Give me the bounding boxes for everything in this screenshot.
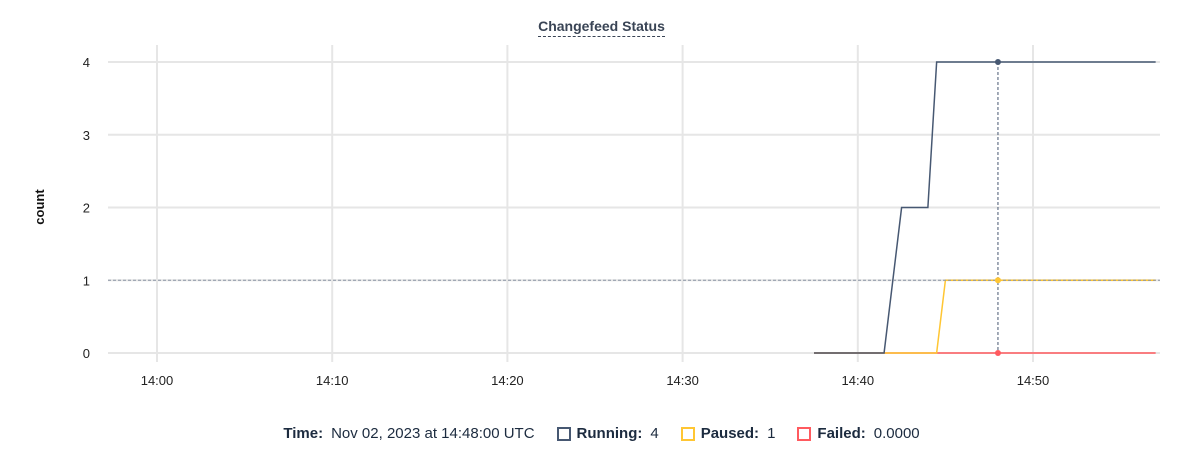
x-tick-label: 14:10	[316, 373, 349, 388]
paused-swatch-icon	[680, 426, 695, 441]
running-swatch-icon	[556, 426, 571, 441]
chart-plot[interactable]: 0 1 2 3 4 14:00 14:10 14:20 14:30 14:40 14:50 coun…	[0, 0, 1203, 420]
hover-point-running	[994, 59, 1001, 65]
legend-label: Paused:	[700, 425, 760, 442]
legend-value: 0.0000	[873, 425, 920, 442]
chart-title: Changefeed Status	[0, 18, 1203, 37]
legend-item-running[interactable]: Running: 4	[556, 425, 659, 442]
x-tick-label: 14:50	[1017, 373, 1050, 388]
x-tick-label: 14:30	[666, 373, 699, 388]
legend-value: 4	[650, 425, 659, 442]
chart-title-text: Changefeed Status	[538, 18, 665, 37]
y-axis-label: count	[32, 189, 47, 225]
series-line-running	[814, 61, 1156, 354]
hover-point-failed	[994, 350, 1001, 356]
y-tick-label: 3	[83, 128, 90, 143]
y-tick-label: 0	[83, 346, 90, 361]
y-tick-label: 1	[83, 273, 90, 288]
x-tick-label: 14:00	[141, 373, 174, 388]
y-tick-label: 4	[83, 55, 90, 70]
failed-swatch-icon	[797, 426, 812, 441]
y-tick-label: 2	[83, 201, 90, 216]
legend-item-failed[interactable]: Failed: 0.0000	[797, 425, 920, 442]
legend-label: Failed:	[817, 425, 866, 442]
series-line-paused	[814, 279, 1156, 354]
x-tick-label: 14:20	[491, 373, 524, 388]
legend-item-paused[interactable]: Paused: 1	[680, 425, 776, 442]
legend: Time: Nov 02, 2023 at 14:48:00 UTC Runni…	[0, 425, 1203, 442]
x-tick-label: 14:40	[842, 373, 875, 388]
legend-value: 1	[767, 425, 776, 442]
hover-point-paused	[994, 277, 1001, 284]
time-value: Nov 02, 2023 at 14:48:00 UTC	[331, 425, 535, 442]
time-label: Time:	[283, 425, 324, 442]
legend-label: Running:	[576, 425, 643, 442]
